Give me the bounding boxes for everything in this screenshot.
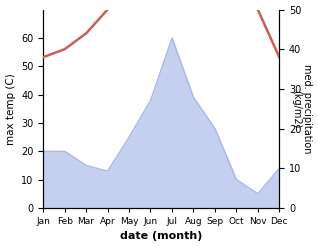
Y-axis label: max temp (C): max temp (C): [5, 73, 16, 144]
Y-axis label: med. precipitation
(kg/m2): med. precipitation (kg/m2): [291, 64, 313, 153]
X-axis label: date (month): date (month): [120, 231, 203, 242]
